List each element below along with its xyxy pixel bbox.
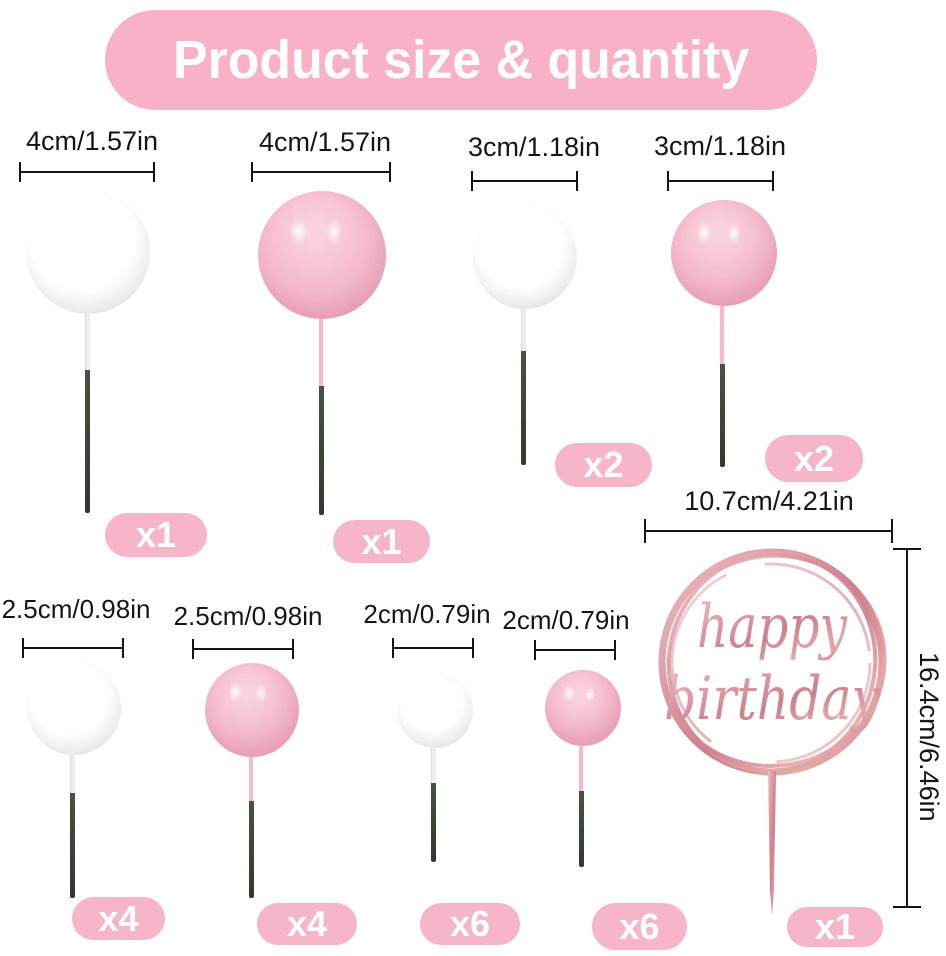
size-label: 4cm/1.57in [25,126,159,156]
size-label: 2cm/0.79in [502,605,630,635]
quantity-badge: x2 [765,435,863,482]
dimension-tick-right [472,638,474,658]
topper-stick [768,771,776,916]
quantity-badge: x6 [592,903,687,950]
page-title: Product size & quantity [172,30,750,90]
quantity-badge: x4 [257,903,357,945]
size-label: 3cm/1.18in [467,132,601,162]
dimension-tick-left [471,171,473,191]
dimension-line [23,647,123,649]
ball-stick-neck [521,309,526,351]
size-label: 3cm/1.18in [653,131,787,161]
size-label: 2.5cm/0.98in [1,594,151,624]
ball-stick [720,364,725,467]
topper-script-line1: happy [697,592,848,662]
size-label: 2.5cm/0.98in [173,601,323,631]
ball-stick [319,386,324,515]
dimension-line [535,649,615,651]
dimension-tick-right [891,519,893,543]
ball-stick [85,370,90,513]
quantity-badge: x4 [72,897,165,940]
topper-scribble-ring [658,548,887,776]
ball-stick-neck [249,757,253,801]
ball-white-2cm [397,672,473,748]
ball-stick [249,801,254,898]
ball-pink-4cm [258,191,386,319]
ball-stick-neck [319,319,323,386]
quantity-badge: x1 [333,520,430,563]
dimension-line [668,180,773,182]
topper-width-line [645,530,893,532]
ball-stick [521,351,526,465]
ball-stick [579,791,584,867]
dimension-tick-top [893,548,921,550]
dimension-line [393,647,473,649]
dimension-tick-right [292,639,294,659]
dimension-tick-left [22,638,24,658]
quantity-badge: x1 [787,906,883,947]
dimension-tick-left [192,639,194,659]
dimension-line [20,171,155,173]
ball-stick-neck [720,306,724,364]
title-banner: Product size & quantity [105,10,817,110]
quantity-badge: x1 [105,513,207,557]
ball-white-2-5cm [27,661,121,755]
size-label: 4cm/1.57in [258,127,392,157]
dimension-tick-left [534,640,536,660]
ball-pink-2cm [545,670,621,746]
ball-pink-2-5cm [205,663,299,757]
happy-birthday-topper: happy birthday [658,548,887,916]
topper-height-line [906,550,908,908]
size-label: 2cm/0.79in [363,599,491,629]
ball-stick-neck [579,746,583,791]
ball-stick-neck [85,312,90,374]
dimension-tick-left [644,519,646,543]
ball-stick [431,783,436,862]
ball-stick-neck [70,755,75,793]
ball-pink-3cm [671,200,777,306]
ball-stick-neck [431,748,436,783]
dimension-tick-right [614,640,616,660]
topper-width-label: 10.7cm/4.21in [684,486,854,516]
dimension-line [472,180,577,182]
dimension-tick-left [19,162,21,182]
dimension-tick-right [772,171,774,191]
dimension-tick-left [667,171,669,191]
dimension-tick-right [153,162,155,182]
dimension-tick-right [122,638,124,658]
dimension-tick-left [392,638,394,658]
ball-white-4cm [26,190,150,314]
dimension-tick-right [389,162,391,182]
dimension-line [252,171,390,173]
dimension-line [193,648,293,650]
dimension-tick-bottom [893,906,921,908]
dimension-tick-left [251,162,253,182]
quantity-badge: x2 [555,443,652,487]
ball-stick [70,793,75,898]
topper-height-label: 16.4cm/6.46in [914,652,944,822]
quantity-badge: x6 [420,903,520,945]
topper-script-line2: birthday [664,664,881,734]
dimension-tick-right [576,171,578,191]
ball-white-3cm [473,205,577,309]
